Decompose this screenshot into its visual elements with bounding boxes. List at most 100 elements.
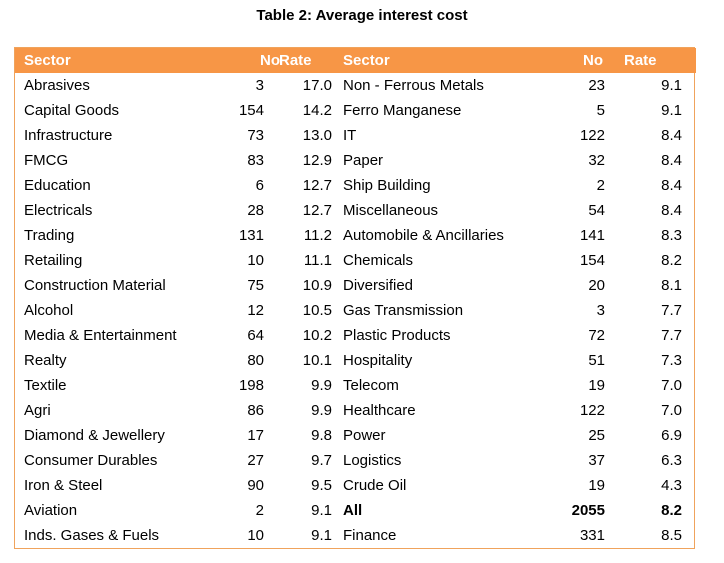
cell-sector-left: Capital Goods — [24, 102, 120, 119]
cell-no-right: 25 — [588, 427, 605, 444]
cell-sector-left: Textile — [24, 377, 67, 394]
cell-no-right: 72 — [588, 327, 605, 344]
cell-rate-left: 13.0 — [302, 127, 332, 144]
cell-no-left: 28 — [247, 202, 264, 219]
cell-no-right: 141 — [579, 227, 605, 244]
interest-cost-table: Sector No Rate Sector No Rate Abrasives 3… — [15, 48, 696, 548]
table-row: Retailing 10 11.1 Chemicals 154 8.2 — [15, 248, 696, 273]
cell-no-left: 80 — [247, 352, 264, 369]
cell-sector-left: Agri — [24, 402, 51, 419]
cell-sector-left: Infrastructure — [24, 127, 113, 144]
cell-rate-left: 14.2 — [302, 102, 332, 119]
table-row: FMCG 83 12.9 Paper 32 8.4 — [15, 148, 696, 173]
cell-sector-right: IT — [343, 127, 357, 144]
cell-rate-right: 8.2 — [661, 502, 682, 519]
cell-sector-right: Power — [343, 427, 386, 444]
cell-rate-left: 9.9 — [311, 402, 332, 419]
cell-sector-right: Crude Oil — [343, 477, 407, 494]
cell-rate-right: 7.0 — [661, 402, 682, 419]
cell-rate-left: 17.0 — [302, 77, 332, 94]
cell-no-left: 83 — [247, 152, 264, 169]
cell-rate-left: 10.2 — [302, 327, 332, 344]
cell-rate-left: 11.2 — [303, 227, 332, 244]
cell-sector-left: Iron & Steel — [24, 477, 103, 494]
cell-sector-right: Ferro Manganese — [343, 102, 462, 119]
cell-sector-left: Diamond & Jewellery — [24, 427, 165, 444]
cell-no-right: 54 — [588, 202, 605, 219]
cell-sector-left: Construction Material — [24, 277, 166, 294]
table-row: Alcohol 12 10.5 Gas Transmission 3 7.7 — [15, 298, 696, 323]
cell-rate-right: 7.7 — [661, 302, 682, 319]
cell-no-left: 73 — [247, 127, 264, 144]
cell-rate-left: 12.7 — [302, 177, 332, 194]
cell-rate-left: 10.5 — [302, 302, 332, 319]
cell-sector-left: Education — [24, 177, 91, 194]
table-row: Electricals 28 12.7 Miscellaneous 54 8.4 — [15, 198, 696, 223]
cell-no-right: 154 — [579, 252, 605, 269]
header-sector-left: Sector — [15, 48, 219, 73]
cell-no-right: 19 — [588, 377, 605, 394]
cell-sector-left: FMCG — [24, 152, 69, 169]
cell-sector-left: Media & Entertainment — [24, 327, 177, 344]
table-row: Inds. Gases & Fuels 10 9.1 Finance 331 8.5 — [15, 523, 696, 548]
cell-no-right: 122 — [579, 402, 605, 419]
cell-no-right: 51 — [588, 352, 605, 369]
cell-no-right: 3 — [596, 302, 605, 319]
table-header-row: Sector No Rate Sector No Rate — [15, 48, 696, 73]
interest-cost-table-container: Sector No Rate Sector No Rate Abrasives 3… — [14, 47, 696, 549]
header-rate-right: Rate — [607, 48, 696, 73]
cell-rate-right: 8.4 — [661, 177, 682, 194]
cell-sector-left: Consumer Durables — [24, 452, 158, 469]
cell-rate-right: 6.9 — [661, 427, 682, 444]
cell-sector-left: Retailing — [24, 252, 83, 269]
cell-rate-left: 12.7 — [302, 202, 332, 219]
cell-rate-right: 6.3 — [661, 452, 682, 469]
cell-rate-right: 8.5 — [661, 527, 682, 544]
table-row: Diamond & Jewellery 17 9.8 Power 25 6.9 — [15, 423, 696, 448]
cell-no-left: 90 — [247, 477, 264, 494]
cell-rate-right: 8.4 — [661, 152, 682, 169]
cell-sector-right: Chemicals — [343, 252, 414, 269]
cell-no-left: 6 — [255, 177, 264, 194]
cell-sector-left: Electricals — [24, 202, 93, 219]
cell-rate-left: 9.5 — [311, 477, 332, 494]
cell-no-left: 64 — [247, 327, 264, 344]
cell-no-right: 2 — [596, 177, 605, 194]
cell-rate-left: 9.7 — [311, 452, 332, 469]
cell-no-left: 10 — [247, 252, 264, 269]
cell-sector-left: Trading — [24, 227, 75, 244]
cell-no-left: 86 — [247, 402, 264, 419]
cell-no-right: 19 — [588, 477, 605, 494]
cell-rate-right: 7.0 — [661, 377, 682, 394]
table-row: Education 6 12.7 Ship Building 2 8.4 — [15, 173, 696, 198]
cell-no-left: 198 — [238, 377, 264, 394]
cell-sector-right: Gas Transmission — [343, 302, 464, 319]
table-row: Infrastructure 73 13.0 IT 122 8.4 — [15, 123, 696, 148]
cell-no-left: 2 — [255, 502, 264, 519]
cell-no-left: 75 — [247, 277, 264, 294]
cell-no-left: 3 — [255, 77, 264, 94]
cell-rate-right: 8.3 — [661, 227, 682, 244]
cell-no-left: 154 — [238, 102, 264, 119]
cell-rate-left: 9.9 — [311, 377, 332, 394]
cell-no-right: 5 — [596, 102, 605, 119]
header-no-left: No — [219, 48, 280, 73]
header-no-right: No — [553, 48, 607, 73]
cell-rate-right: 7.7 — [661, 327, 682, 344]
table-row: Agri 86 9.9 Healthcare 122 7.0 — [15, 398, 696, 423]
header-sector-right: Sector — [334, 48, 553, 73]
cell-rate-right: 8.4 — [661, 202, 682, 219]
cell-sector-left: Abrasives — [24, 77, 90, 94]
cell-sector-left: Alcohol — [24, 302, 74, 319]
table-row: Construction Material 75 10.9 Diversified 20… — [15, 273, 696, 298]
cell-rate-left: 9.8 — [311, 427, 332, 444]
cell-no-right: 122 — [579, 127, 605, 144]
cell-rate-right: 9.1 — [661, 102, 682, 119]
table-title: Table 2: Average interest cost — [256, 7, 468, 24]
cell-rate-left: 9.1 — [311, 502, 332, 519]
table-body: Abrasives 3 17.0 Non - Ferrous Metals 23 9.1 C… — [15, 73, 696, 548]
cell-no-right: 23 — [588, 77, 605, 94]
cell-sector-right: Plastic Products — [343, 327, 451, 344]
cell-no-left: 27 — [247, 452, 264, 469]
table-row: Iron & Steel 90 9.5 Crude Oil 19 4.3 — [15, 473, 696, 498]
